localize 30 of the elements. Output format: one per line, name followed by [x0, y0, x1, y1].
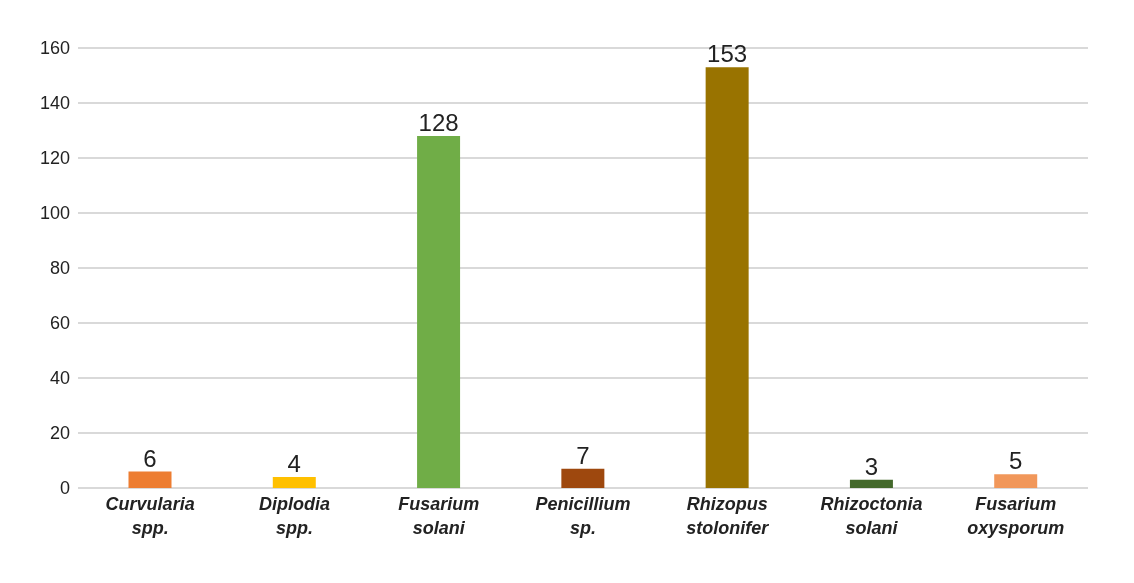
bar [128, 471, 172, 488]
bar [849, 479, 893, 488]
data-label: 6 [143, 444, 157, 472]
bar [561, 468, 605, 488]
data-label: 153 [707, 40, 748, 68]
x-tick-label: Diplodia spp. [258, 494, 330, 538]
y-tick-label: 100 [39, 203, 70, 224]
bar [994, 474, 1038, 488]
y-tick-label: 0 [59, 478, 70, 499]
data-label: 128 [418, 109, 459, 136]
x-tick-label: Rhizoctonia solani [820, 494, 923, 538]
x-tick-label: Fusarium solani [398, 494, 480, 538]
x-tick-label: Fusarium oxysporum [967, 494, 1065, 538]
y-tick-label: 60 [49, 313, 70, 334]
x-tick-label: Curvularia spp. [105, 494, 195, 538]
bar [705, 67, 749, 488]
y-tick-label: 120 [39, 148, 70, 169]
data-label: 3 [864, 452, 879, 480]
data-label: 4 [287, 450, 301, 477]
y-tick-label: 20 [49, 423, 70, 444]
bar [272, 477, 316, 488]
y-tick-label: 40 [49, 368, 70, 389]
data-label: 7 [576, 441, 590, 469]
y-tick-label: 140 [39, 93, 70, 114]
x-tick-label: Penicillium sp. [535, 494, 631, 538]
bar [417, 136, 461, 488]
data-label: 5 [1009, 447, 1023, 475]
y-tick-label: 160 [39, 38, 70, 59]
x-tick-label: Rhizopus stolonifer [686, 494, 770, 538]
y-tick-label: 80 [49, 258, 70, 279]
